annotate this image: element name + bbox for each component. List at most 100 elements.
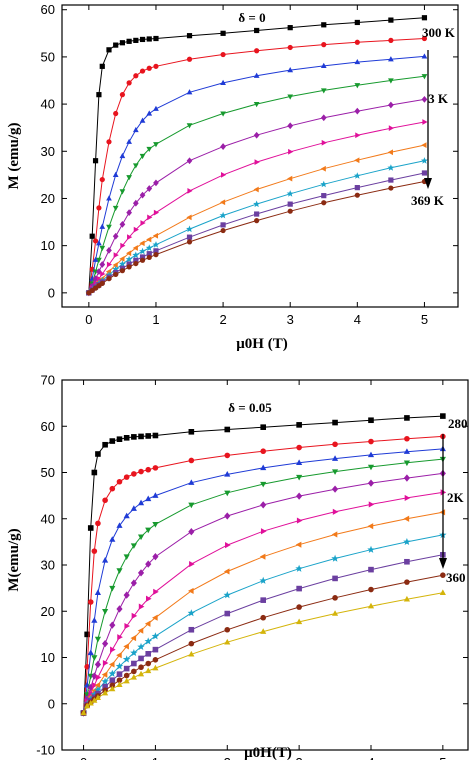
panel2-data-point — [109, 438, 116, 444]
panel1-data-point — [321, 22, 327, 28]
panel2-data-point — [117, 634, 123, 641]
panel2-arrow-head — [439, 558, 447, 569]
panel1-data-point — [146, 65, 152, 71]
panel1-data-point — [120, 242, 126, 249]
panel1-data-point — [92, 158, 99, 164]
panel2-data-point — [368, 438, 374, 445]
panel2-data-point — [80, 709, 87, 716]
panel2-data-point — [102, 609, 109, 615]
panel1-data-point — [422, 119, 428, 125]
panel2-data-point — [137, 670, 145, 677]
panel1-data-point — [254, 211, 260, 217]
panel1-data-point — [287, 175, 293, 182]
panel2-data-point — [403, 595, 411, 602]
panel2-data-point — [152, 614, 158, 621]
panel2-data-point — [224, 452, 231, 459]
panel1-arrow-head — [424, 178, 432, 189]
panel2-data-point — [84, 631, 90, 638]
panel2-data-point — [188, 457, 195, 464]
panel1-data-point — [153, 252, 159, 258]
panel1-x-tick-label: 2 — [219, 312, 226, 327]
panel1-data-point — [96, 205, 102, 211]
panel2-title: δ = 0.05 — [228, 400, 272, 415]
panel2-data-point — [108, 669, 116, 677]
panel2-annotation-step: 2K — [447, 490, 465, 505]
panel2-data-point — [187, 609, 196, 617]
panel2-data-point — [331, 455, 339, 461]
panel1-data-point — [355, 132, 361, 139]
panel2-data-point — [260, 597, 267, 603]
panel2-data-point — [130, 505, 137, 511]
panel2-y-tick-label: 60 — [41, 419, 55, 434]
panel1-data-point — [388, 37, 394, 43]
panel1-y-tick-label: 50 — [41, 49, 55, 64]
panel2-data-point — [224, 610, 231, 617]
panel1-data-point — [320, 180, 328, 188]
panel1-data-point — [186, 56, 193, 62]
panel1-y-tick-label: 30 — [41, 144, 55, 159]
panel2-data-point — [189, 560, 195, 568]
panel2-data-point — [116, 677, 123, 683]
panel1-data-point — [133, 226, 139, 233]
panel1-data-point — [220, 79, 226, 85]
panel1-data-point — [287, 66, 294, 73]
panel1-data-point — [421, 74, 428, 80]
panel2-data-point — [259, 576, 267, 584]
panel1-series-line — [88, 181, 425, 294]
panel1-data-point — [287, 44, 293, 51]
panel2-data-point — [367, 451, 375, 458]
panel2-data-point — [109, 485, 116, 492]
panel1-data-point — [152, 232, 159, 239]
panel2-data-point — [131, 612, 138, 619]
panel1-data-point — [321, 139, 327, 146]
panel1-data-point — [421, 142, 427, 149]
panel1-data-point — [139, 240, 145, 247]
panel1-data-point — [320, 165, 326, 172]
panel1-data-point — [125, 250, 132, 257]
panel1-data-point — [99, 261, 106, 268]
panel1-data-point — [145, 244, 153, 251]
panel1-data-point — [147, 214, 153, 221]
panel1-data-point — [105, 268, 112, 275]
panel1-data-point — [89, 233, 95, 239]
panel2-data-point — [87, 699, 94, 706]
panel2-data-point — [259, 553, 266, 560]
panel1-data-point — [388, 56, 394, 62]
panel1-data-point — [221, 172, 227, 178]
panel1-data-point — [421, 15, 428, 21]
panel1-data-point — [99, 63, 105, 69]
panel2-data-point — [144, 620, 151, 627]
panel1-data-point — [354, 107, 361, 115]
panel2-data-point — [295, 564, 303, 572]
panel1-series-2 — [86, 35, 428, 296]
panel1-data-point — [287, 25, 293, 31]
panel2-data-point — [260, 424, 267, 430]
panel2-data-point — [131, 471, 137, 477]
panel1-data-point — [186, 239, 193, 245]
panel2-data-point — [367, 479, 375, 487]
panel2-series-line — [83, 472, 443, 714]
panel2-data-point — [91, 469, 98, 476]
panel1-data-point — [92, 238, 99, 244]
panel2-data-point — [95, 520, 101, 527]
panel2-series-1 — [80, 413, 446, 716]
panel2-data-point — [108, 661, 115, 668]
panel2-data-point — [94, 694, 102, 700]
panel2-data-point — [152, 465, 159, 471]
panel2-data-point — [116, 652, 122, 659]
panel1-y-tick-label: 0 — [48, 285, 55, 300]
panel1-data-point — [388, 101, 394, 109]
panel1-series-10 — [86, 178, 428, 296]
panel2-data-point — [223, 568, 230, 575]
panel2-data-point — [138, 433, 144, 440]
panel1-data-point — [112, 262, 118, 268]
panel2-series-7 — [80, 509, 446, 717]
panel2-series-6 — [81, 489, 447, 717]
panel1-data-point — [106, 195, 112, 201]
panel2-data-point — [404, 415, 410, 421]
panel2-data-point — [109, 685, 116, 692]
panel2-x-tick-label: 4 — [367, 755, 374, 760]
panel2-data-point — [188, 528, 195, 536]
panel2-data-point — [332, 508, 339, 515]
